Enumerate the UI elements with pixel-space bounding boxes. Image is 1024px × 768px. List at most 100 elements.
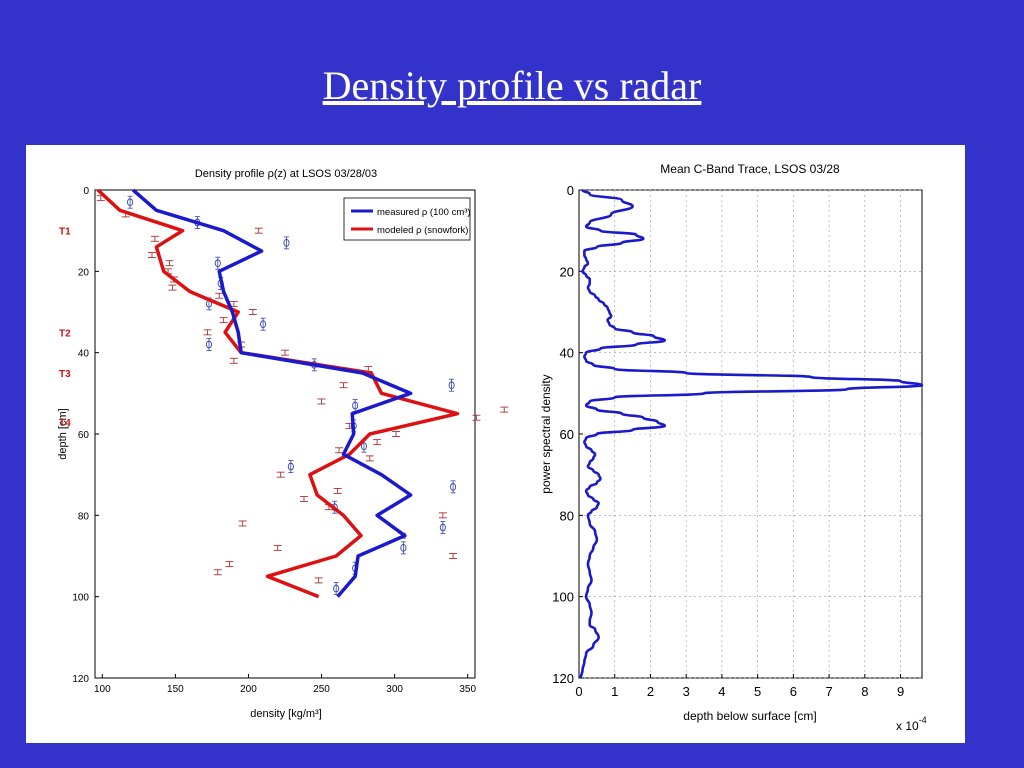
- measured-sample-point: [400, 541, 407, 555]
- modeled-sample-point: [254, 227, 263, 234]
- right-x-tick-label: 9: [897, 684, 904, 699]
- layer-markers: T1 T2 T3 T4: [59, 227, 71, 429]
- left-plot-frame: [94, 189, 476, 679]
- measured-sample-point: [283, 236, 290, 250]
- modeled-sample-point: [215, 292, 224, 299]
- measured-sample-point: [439, 521, 446, 534]
- left-y-tick-label: 20: [78, 267, 90, 278]
- modeled-sample-point: [213, 569, 222, 576]
- left-x-tick-label: 100: [94, 684, 111, 695]
- density-profile-chart: Density profile ρ(z) at LSOS 03/28/03 de…: [57, 168, 509, 720]
- right-y-tick-label: 60: [560, 427, 574, 442]
- modeled-sample-point: [392, 431, 401, 437]
- psd-series-line: [579, 189, 924, 679]
- modeled-sample-point: [219, 317, 228, 324]
- modeled-sample-point: [203, 329, 212, 336]
- modeled-sample-point: [150, 235, 159, 242]
- measured-sample-point: [333, 582, 340, 595]
- layer-marker-t3: T3: [59, 369, 71, 380]
- modeled-density-line: [96, 188, 460, 599]
- left-x-axis-label: density [kg/m³]: [250, 708, 322, 720]
- modeled-sample-point: [438, 512, 447, 519]
- c-band-trace-chart: Mean C-Band Trace, LSOS 03/28 depth belo…: [539, 162, 927, 733]
- left-y-tick-label: 0: [83, 186, 89, 197]
- density-series-lines: [96, 188, 460, 599]
- right-x-tick-label: 2: [647, 684, 654, 699]
- right-x-axis-label: depth below surface [cm]: [683, 709, 816, 723]
- modeled-sample-point: [276, 471, 285, 478]
- modeled-sample-point: [165, 260, 174, 267]
- right-x-tick-label: 1: [611, 684, 618, 699]
- modeled-sample-point: [339, 382, 348, 389]
- left-y-tick-label: 40: [78, 349, 90, 360]
- figure-panel: Density profile ρ(z) at LSOS 03/28/03 de…: [26, 145, 965, 743]
- layer-marker-t1: T1: [59, 227, 71, 238]
- modeled-sample-point: [168, 284, 177, 291]
- right-x-tick-label: 3: [683, 684, 690, 699]
- modeled-sample-point: [317, 398, 326, 405]
- slide-title: Density profile vs radar: [322, 63, 702, 108]
- measured-sample-point: [448, 378, 455, 392]
- right-x-ticks: 0 1 2 3 4 5 6 7 8 9: [575, 674, 904, 699]
- legend-box: [343, 197, 471, 241]
- measured-sample-point: [205, 338, 213, 351]
- modeled-sample-point: [300, 496, 308, 503]
- measured-sample-point: [260, 317, 267, 331]
- legend-measured-label: measured ρ (100 cm³): [377, 207, 471, 218]
- modeled-sample-point: [281, 349, 289, 356]
- measured-sample-point: [287, 460, 294, 473]
- modeled-sample-point: [314, 577, 323, 584]
- modeled-sample-point: [225, 561, 234, 568]
- right-y-tick-label: 40: [560, 346, 574, 361]
- modeled-sample-point: [333, 487, 342, 494]
- left-chart-title: Density profile ρ(z) at LSOS 03/28/03: [195, 168, 377, 180]
- right-x-tick-label: 6: [790, 684, 797, 699]
- left-y-tick-label: 120: [72, 674, 89, 685]
- right-chart-title: Mean C-Band Trace, LSOS 03/28: [660, 162, 840, 176]
- right-y-tick-label: 80: [560, 508, 574, 523]
- psd-trace-line: [579, 189, 924, 679]
- layer-marker-t4: T4: [59, 418, 71, 429]
- modeled-sample-point: [373, 439, 382, 446]
- charts-svg: Density profile ρ(z) at LSOS 03/28/03 de…: [57, 162, 927, 733]
- right-grid: [579, 189, 922, 679]
- left-y-axis-label: depth [cm]: [57, 408, 69, 459]
- x-multiplier: x 10-4: [896, 715, 927, 733]
- left-x-tick-label: 200: [240, 684, 257, 695]
- measured-sample-point: [352, 399, 359, 412]
- right-y-tick-label: 20: [560, 264, 574, 279]
- left-x-tick-label: 300: [386, 684, 403, 695]
- left-x-tick-label: 250: [313, 684, 330, 695]
- left-x-tick-label: 350: [459, 684, 476, 695]
- right-x-tick-label: 5: [754, 684, 761, 699]
- left-y-tick-label: 100: [72, 593, 89, 604]
- modeled-sample-point: [335, 447, 344, 454]
- measured-sample-point: [127, 195, 134, 209]
- left-y-ticks: 0 20 40 60 80 100 120: [72, 186, 99, 685]
- left-x-tick-label: 150: [167, 684, 184, 695]
- modeled-sample-point: [238, 520, 247, 527]
- modeled-sample-point: [273, 544, 282, 551]
- modeled-sample-point: [365, 455, 374, 462]
- modeled-sample-point: [248, 309, 257, 315]
- layer-marker-t2: T2: [59, 328, 71, 339]
- measured-density-line: [131, 188, 413, 598]
- right-x-tick-label: 0: [575, 684, 582, 699]
- right-x-tick-label: 7: [825, 684, 832, 699]
- left-y-tick-label: 80: [78, 511, 90, 522]
- right-y-tick-label: 100: [552, 590, 574, 605]
- legend-modeled-label: modeled ρ (snowfork): [377, 225, 468, 236]
- right-x-tick-label: 8: [861, 684, 868, 699]
- modeled-sample-point: [472, 414, 481, 421]
- modeled-sample-point: [148, 252, 156, 259]
- modeled-sample-point: [229, 357, 238, 364]
- right-y-tick-label: 0: [567, 183, 574, 198]
- measured-sample-point: [214, 256, 221, 270]
- right-y-ticks: 0 20 40 60 80 100 120: [552, 183, 583, 686]
- left-y-tick-label: 60: [78, 430, 90, 441]
- left-x-ticks: 100 150 200 250 300 350: [94, 674, 476, 695]
- left-legend: measured ρ (100 cm³) modeled ρ (snowfork…: [343, 197, 471, 241]
- right-x-tick-label: 4: [718, 684, 725, 699]
- measured-sample-point: [450, 480, 457, 494]
- modeled-sample-point: [449, 553, 458, 559]
